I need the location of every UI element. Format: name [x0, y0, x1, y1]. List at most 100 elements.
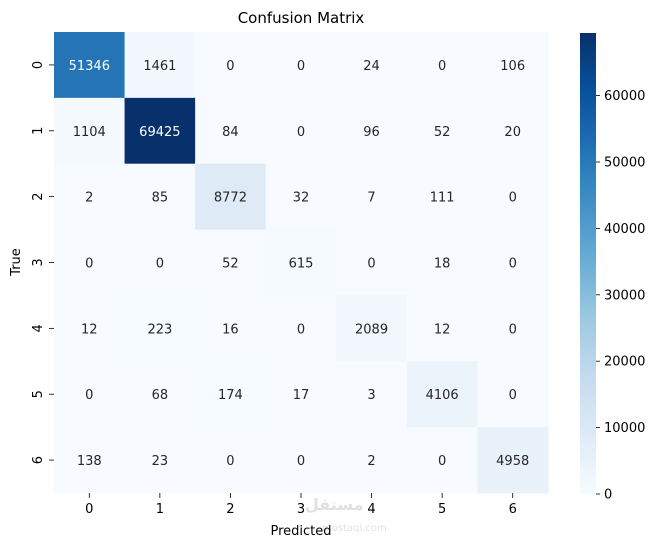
heatmap-cell [124, 229, 196, 297]
colorbar-tick-label: 10000 [604, 421, 645, 436]
heatmap-cell [406, 427, 479, 494]
y-tick-label: 5 [31, 390, 46, 398]
colorbar-tick-label: 60000 [604, 89, 645, 104]
cell-value-label: 0 [367, 257, 375, 272]
cell-value-label: 24 [363, 59, 380, 74]
colorbar [580, 33, 596, 494]
heatmap-cell [265, 229, 337, 297]
heatmap-cell [477, 295, 549, 362]
y-axis-ticks: 0 1 2 3 4 5 6 [31, 61, 54, 464]
cell-value-label: 3 [367, 388, 375, 403]
cell-value-label: 0 [85, 257, 93, 272]
x-tick-label: 2 [226, 502, 234, 517]
cell-value-label: 0 [438, 454, 446, 469]
cell-value-label: 223 [147, 322, 172, 337]
cell-value-label: 174 [218, 388, 243, 403]
cell-value-label: 0 [226, 454, 234, 469]
cell-value-label: 23 [152, 454, 169, 469]
y-axis-label: True [9, 248, 24, 277]
cell-value-label: 17 [293, 388, 310, 403]
heatmap-cell [54, 427, 126, 494]
heatmap-cell [336, 295, 408, 362]
cell-value-label: 51346 [69, 59, 110, 74]
cell-value-label: 0 [156, 257, 164, 272]
heatmap-cell [54, 32, 126, 99]
heatmap-cell [406, 163, 479, 231]
heatmap-cell [124, 163, 196, 231]
colorbar-tick-label: 30000 [604, 288, 645, 303]
heatmap-cell [265, 427, 337, 494]
cell-value-label: 20 [504, 125, 521, 140]
y-tick-label: 2 [31, 193, 46, 201]
heatmap-cell [406, 295, 479, 362]
cell-value-label: 12 [81, 322, 98, 337]
y-tick-label: 1 [31, 127, 46, 135]
heatmap-cell [406, 97, 479, 165]
heatmap-cell [195, 97, 267, 165]
cell-value-label: 0 [297, 454, 305, 469]
heatmap-cell [195, 295, 267, 362]
heatmap-cell [195, 427, 267, 494]
chart-title: Confusion Matrix [238, 9, 365, 27]
x-tick-label: 4 [367, 502, 375, 517]
heatmap-cell [124, 32, 196, 99]
heatmap-cell [195, 361, 267, 428]
cell-value-label: 0 [438, 59, 446, 74]
colorbar-tick-label: 20000 [604, 355, 645, 370]
cell-value-label: 68 [152, 388, 169, 403]
heatmap-cell [336, 427, 408, 494]
x-tick-label: 1 [156, 502, 164, 517]
heatmap-cell [336, 97, 408, 165]
heatmap-cell [54, 97, 126, 165]
heatmap-cell [477, 32, 549, 99]
watermark-subtext: mostaql.com [322, 523, 387, 534]
heatmap-cell [477, 361, 549, 428]
cell-value-label: 85 [152, 191, 169, 206]
cell-value-label: 96 [363, 125, 380, 140]
x-axis-ticks: 0 1 2 3 4 5 6 [85, 493, 517, 517]
heatmap-cell [54, 295, 126, 362]
cell-value-label: 0 [297, 322, 305, 337]
heatmap-cell [477, 229, 549, 297]
heatmap-cell [406, 361, 479, 428]
cell-value-label: 138 [77, 454, 102, 469]
x-tick-label: 3 [297, 502, 305, 517]
y-tick-label: 0 [31, 61, 46, 69]
cell-value-label: 106 [500, 59, 525, 74]
heatmap-cell [124, 295, 196, 362]
cell-value-label: 0 [509, 322, 517, 337]
cell-value-label: 0 [85, 388, 93, 403]
heatmap-cell [477, 97, 549, 165]
heatmap-cell [54, 361, 126, 428]
y-tick-label: 4 [31, 324, 46, 332]
cell-value-label: 0 [297, 59, 305, 74]
cell-value-label: 1104 [73, 125, 106, 140]
heatmap-cell [195, 32, 267, 99]
cell-value-label: 7 [367, 191, 375, 206]
y-tick-label: 6 [31, 456, 46, 464]
cell-value-label: 84 [222, 125, 239, 140]
cell-value-label: 111 [430, 191, 455, 206]
heatmap-cell [124, 427, 196, 494]
heatmap-cell [406, 32, 479, 99]
cell-value-label: 52 [434, 125, 451, 140]
colorbar-tick-label: 0 [604, 488, 612, 503]
cell-value-label: 1461 [143, 59, 176, 74]
cell-value-label: 2 [85, 191, 93, 206]
heatmap-cell [124, 361, 196, 428]
heatmap-cell [195, 163, 267, 231]
heatmap-cell [477, 427, 549, 494]
heatmap-cell [477, 163, 549, 231]
cell-value-label: 12 [434, 322, 451, 337]
colorbar-tick-label: 40000 [604, 222, 645, 237]
cell-value-label: 16 [222, 322, 239, 337]
heatmap-cell [336, 32, 408, 99]
x-tick-label: 6 [509, 502, 517, 517]
x-axis-label: Predicted [270, 524, 331, 539]
heatmap-cell [336, 229, 408, 297]
cell-value-label: 0 [509, 257, 517, 272]
cell-value-label: 32 [293, 191, 310, 206]
cell-value-label: 0 [226, 59, 234, 74]
